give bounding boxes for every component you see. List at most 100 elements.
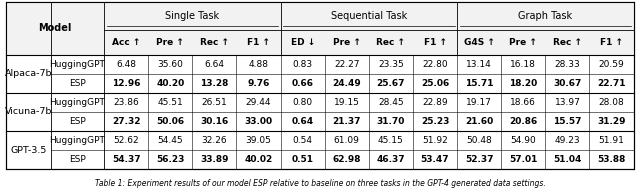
Text: 25.06: 25.06 bbox=[421, 79, 449, 88]
Text: HuggingGPT: HuggingGPT bbox=[49, 60, 105, 69]
Text: Pre ↑: Pre ↑ bbox=[156, 38, 184, 47]
Text: 24.49: 24.49 bbox=[332, 79, 361, 88]
Text: Acc ↑: Acc ↑ bbox=[112, 38, 140, 47]
Text: 22.89: 22.89 bbox=[422, 98, 448, 107]
Text: 52.37: 52.37 bbox=[465, 155, 493, 164]
Text: Alpaca-7b: Alpaca-7b bbox=[4, 69, 52, 78]
Text: 0.83: 0.83 bbox=[292, 60, 313, 69]
Text: F1 ↑: F1 ↑ bbox=[600, 38, 623, 47]
Text: 53.88: 53.88 bbox=[597, 155, 626, 164]
Text: 23.86: 23.86 bbox=[113, 98, 139, 107]
Text: 19.15: 19.15 bbox=[334, 98, 360, 107]
Text: 46.37: 46.37 bbox=[376, 155, 405, 164]
Text: ED ↓: ED ↓ bbox=[291, 38, 315, 47]
Text: 27.32: 27.32 bbox=[112, 117, 140, 126]
Text: 22.80: 22.80 bbox=[422, 60, 448, 69]
Text: 6.48: 6.48 bbox=[116, 60, 136, 69]
Text: Single Task: Single Task bbox=[165, 11, 220, 21]
Text: Graph Task: Graph Task bbox=[518, 11, 572, 21]
Text: 22.71: 22.71 bbox=[597, 79, 626, 88]
Text: F1 ↑: F1 ↑ bbox=[424, 38, 447, 47]
Text: 33.00: 33.00 bbox=[244, 117, 273, 126]
Text: 20.86: 20.86 bbox=[509, 117, 538, 126]
Text: 45.15: 45.15 bbox=[378, 136, 404, 145]
Text: 22.27: 22.27 bbox=[334, 60, 360, 69]
Text: 56.23: 56.23 bbox=[156, 155, 184, 164]
Text: 54.45: 54.45 bbox=[157, 136, 183, 145]
Text: 9.76: 9.76 bbox=[247, 79, 269, 88]
Text: 50.06: 50.06 bbox=[156, 117, 184, 126]
Text: 35.60: 35.60 bbox=[157, 60, 183, 69]
Text: 21.60: 21.60 bbox=[465, 117, 493, 126]
Text: 16.18: 16.18 bbox=[510, 60, 536, 69]
Text: Pre ↑: Pre ↑ bbox=[509, 38, 537, 47]
Bar bbox=[6, 30, 634, 55]
Text: 28.45: 28.45 bbox=[378, 98, 404, 107]
Text: 51.04: 51.04 bbox=[553, 155, 582, 164]
Text: Pre ↑: Pre ↑ bbox=[333, 38, 361, 47]
Text: 29.44: 29.44 bbox=[246, 98, 271, 107]
Text: 62.98: 62.98 bbox=[333, 155, 361, 164]
Text: 51.91: 51.91 bbox=[598, 136, 625, 145]
Text: 20.59: 20.59 bbox=[598, 60, 625, 69]
Text: HuggingGPT: HuggingGPT bbox=[49, 136, 105, 145]
Text: F1 ↑: F1 ↑ bbox=[247, 38, 270, 47]
Text: Rec ↑: Rec ↑ bbox=[553, 38, 582, 47]
Text: 54.90: 54.90 bbox=[511, 136, 536, 145]
Text: 26.51: 26.51 bbox=[202, 98, 227, 107]
Text: 51.92: 51.92 bbox=[422, 136, 448, 145]
Text: ESP: ESP bbox=[69, 117, 86, 126]
Text: Table 1: Experiment results of our model ESP relative to baseline on three tasks: Table 1: Experiment results of our model… bbox=[95, 179, 545, 188]
Text: 31.70: 31.70 bbox=[377, 117, 405, 126]
Text: 13.28: 13.28 bbox=[200, 79, 228, 88]
Text: 15.71: 15.71 bbox=[465, 79, 493, 88]
Text: 50.48: 50.48 bbox=[467, 136, 492, 145]
Text: Rec ↑: Rec ↑ bbox=[200, 38, 229, 47]
Text: Rec ↑: Rec ↑ bbox=[376, 38, 405, 47]
Text: 54.37: 54.37 bbox=[112, 155, 140, 164]
Text: 12.96: 12.96 bbox=[112, 79, 140, 88]
Text: 25.23: 25.23 bbox=[421, 117, 449, 126]
Text: 6.64: 6.64 bbox=[204, 60, 225, 69]
Text: G4S ↑: G4S ↑ bbox=[464, 38, 495, 47]
Text: 52.62: 52.62 bbox=[113, 136, 139, 145]
Text: 13.14: 13.14 bbox=[467, 60, 492, 69]
Text: 30.16: 30.16 bbox=[200, 117, 228, 126]
Text: 23.35: 23.35 bbox=[378, 60, 404, 69]
Text: 25.67: 25.67 bbox=[377, 79, 405, 88]
Text: 18.66: 18.66 bbox=[510, 98, 536, 107]
Text: ESP: ESP bbox=[69, 155, 86, 164]
Text: 21.37: 21.37 bbox=[333, 117, 361, 126]
Text: 13.97: 13.97 bbox=[554, 98, 580, 107]
Text: 40.02: 40.02 bbox=[244, 155, 273, 164]
Text: 15.57: 15.57 bbox=[553, 117, 582, 126]
Text: Sequential Task: Sequential Task bbox=[331, 11, 407, 21]
Text: 28.33: 28.33 bbox=[554, 60, 580, 69]
Text: 4.88: 4.88 bbox=[248, 60, 269, 69]
Text: 0.80: 0.80 bbox=[292, 98, 313, 107]
Text: 31.29: 31.29 bbox=[597, 117, 626, 126]
Text: 0.64: 0.64 bbox=[292, 117, 314, 126]
Text: 0.66: 0.66 bbox=[292, 79, 314, 88]
Text: 0.54: 0.54 bbox=[292, 136, 313, 145]
Text: 28.08: 28.08 bbox=[598, 98, 625, 107]
Text: 39.05: 39.05 bbox=[246, 136, 271, 145]
Text: Model: Model bbox=[38, 23, 72, 33]
Text: HuggingGPT: HuggingGPT bbox=[49, 98, 105, 107]
Bar bbox=[6, 2, 634, 30]
Text: 18.20: 18.20 bbox=[509, 79, 538, 88]
Text: Vicuna-7b: Vicuna-7b bbox=[4, 107, 52, 116]
Text: 57.01: 57.01 bbox=[509, 155, 538, 164]
Text: 32.26: 32.26 bbox=[202, 136, 227, 145]
Text: 61.09: 61.09 bbox=[334, 136, 360, 145]
Text: 33.89: 33.89 bbox=[200, 155, 228, 164]
Text: 45.51: 45.51 bbox=[157, 98, 183, 107]
Text: 30.67: 30.67 bbox=[553, 79, 582, 88]
Text: 49.23: 49.23 bbox=[555, 136, 580, 145]
Text: 40.20: 40.20 bbox=[156, 79, 184, 88]
Text: GPT-3.5: GPT-3.5 bbox=[10, 146, 47, 154]
Text: 53.47: 53.47 bbox=[420, 155, 449, 164]
Text: 19.17: 19.17 bbox=[466, 98, 492, 107]
Text: ESP: ESP bbox=[69, 79, 86, 88]
Text: 0.51: 0.51 bbox=[292, 155, 314, 164]
